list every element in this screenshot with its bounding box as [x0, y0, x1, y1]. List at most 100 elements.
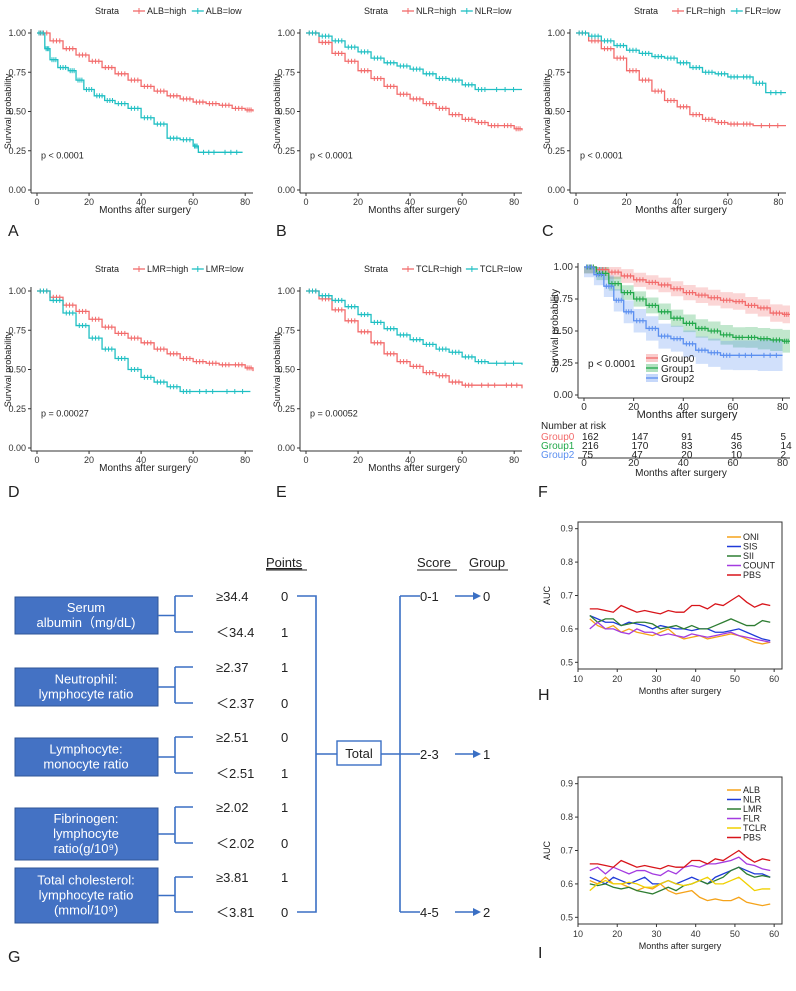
legend-label: LMR: [743, 804, 763, 814]
y-tick-label: 1.00: [547, 28, 565, 38]
legend-label: Group1: [661, 364, 695, 375]
x-tick-label: 60: [723, 197, 733, 207]
x-tick-label: 80: [240, 197, 250, 207]
legend-label: Group0: [661, 354, 695, 365]
criterion-4: Total cholesterol:lymphocyte ratio(mmol/…: [14, 867, 288, 924]
risk-table-value: 2: [781, 450, 787, 461]
x-tick-label: 40: [678, 402, 690, 413]
risk-table-value: 36: [731, 441, 743, 452]
legend-title: Strata: [95, 6, 119, 16]
option-threshold: ≥2.37: [216, 660, 248, 675]
legend: Strata LMR=high LMR=low: [95, 264, 244, 274]
x-tick-label: 60: [188, 455, 198, 465]
option-points: 0: [281, 589, 288, 604]
total-label: Total: [345, 746, 373, 761]
y-tick-label: 0.50: [277, 107, 295, 117]
y-tick-label: 0.00: [547, 185, 565, 195]
legend-label: ALB=low: [206, 6, 242, 16]
criterion-branch: [158, 666, 193, 704]
x-tick-label: 60: [727, 402, 739, 413]
y-tick-label: 0.6: [560, 624, 573, 634]
criterion-label: monocyte ratio: [43, 757, 128, 772]
score-row-1: 2-3 1: [420, 747, 490, 762]
risk-table-value: 170: [632, 441, 649, 452]
x-tick-label: 20: [353, 455, 363, 465]
risk-table-value: 45: [731, 432, 743, 443]
risk-table-xlabel: Months after surgery: [635, 468, 727, 479]
legend-title: Strata: [95, 264, 119, 274]
score-arrowhead: [473, 592, 481, 600]
option-threshold: ＜34.4: [216, 625, 254, 640]
legend-label: NLR: [743, 795, 762, 805]
option-threshold: ≥2.02: [216, 800, 248, 815]
x-axis-title: Months after surgery: [635, 205, 727, 216]
y-tick-label: 0.25: [554, 358, 574, 369]
risk-table-tick: 0: [581, 458, 587, 469]
km-curve-NLR=high: [306, 32, 523, 131]
option-points: 0: [281, 730, 288, 745]
y-tick-label: 0.00: [554, 390, 574, 401]
legend-title: Strata: [364, 264, 388, 274]
legend-label: LMR=high: [147, 264, 188, 274]
x-tick-label: 20: [84, 455, 94, 465]
x-axis-title: Months after surgery: [368, 205, 460, 216]
p-value: p < 0.0001: [588, 359, 636, 370]
y-tick-label: 1.00: [554, 262, 574, 273]
auc-panel-I: 0.5 0.6 0.7 0.8 0.9 10 20 30 40 50 60 Months after …: [538, 776, 783, 962]
option-threshold: ≥34.4: [216, 589, 248, 604]
legend-label: SIS: [743, 542, 758, 552]
score-arrowhead: [473, 750, 481, 758]
y-axis-title: AUC: [542, 586, 552, 606]
score-group: 2: [483, 905, 490, 920]
x-tick-label: 20: [612, 929, 622, 939]
p-value: p < 0.0001: [580, 151, 623, 161]
panel-letter: H: [538, 687, 550, 704]
y-axis-title: Survival probability: [542, 73, 552, 149]
y-tick-label: 0.00: [277, 443, 295, 453]
x-tick-label: 0: [303, 455, 308, 465]
points-header: Points: [266, 555, 303, 570]
x-tick-label: 80: [773, 197, 783, 207]
criterion-box: [14, 807, 159, 861]
score-range: 4-5: [420, 905, 439, 920]
legend-label: ALB: [743, 785, 760, 795]
y-tick-label: 1.00: [277, 286, 295, 296]
y-tick-label: 1.00: [8, 286, 26, 296]
x-tick-label: 40: [691, 929, 701, 939]
criterion-label: Neutrophil:: [55, 672, 118, 687]
option-threshold: ＜2.02: [216, 836, 254, 851]
y-tick-label: 0.00: [8, 185, 26, 195]
criterion-label: Lymphocyte:: [49, 742, 122, 757]
y-axis-title: Survival probability: [272, 331, 282, 407]
x-tick-label: 50: [730, 674, 740, 684]
group-header: Group: [469, 555, 505, 570]
x-tick-label: 40: [405, 455, 415, 465]
legend-label: TCLR=high: [416, 264, 462, 274]
legend-label: SII: [743, 551, 754, 561]
criterion-label: albumin（mg/dL): [37, 615, 136, 630]
risk-table-value: 216: [582, 441, 599, 452]
risk-table-value: 20: [681, 450, 693, 461]
x-tick-label: 20: [84, 197, 94, 207]
criterion-branch: [158, 876, 193, 913]
criterion-label: lymphocyte ratio: [39, 687, 134, 702]
y-tick-label: 0.00: [277, 185, 295, 195]
y-tick-label: 1.00: [277, 28, 295, 38]
x-tick-label: 60: [769, 929, 779, 939]
risk-table-value: 14: [781, 441, 793, 452]
criterion-1: Neutrophil:lymphocyte ratio ≥2.37 ＜2.37 1 0: [14, 660, 288, 711]
y-tick-label: 0.00: [8, 443, 26, 453]
y-tick-label: 0.25: [277, 404, 295, 414]
km-panel-C: 0.00 0.25 0.50 0.75 1.00 0 20 40 60 80 Months afte…: [542, 6, 786, 240]
x-tick-label: 0: [573, 197, 578, 207]
legend-label: LMR=low: [206, 264, 244, 274]
x-tick-label: 20: [628, 402, 640, 413]
y-tick-label: 0.50: [8, 107, 26, 117]
risk-table-tick: 60: [727, 458, 739, 469]
y-axis-title: Survival probability: [550, 289, 561, 373]
risk-table-tick: 80: [777, 458, 789, 469]
panel-letter: A: [8, 223, 19, 240]
x-tick-label: 20: [353, 197, 363, 207]
